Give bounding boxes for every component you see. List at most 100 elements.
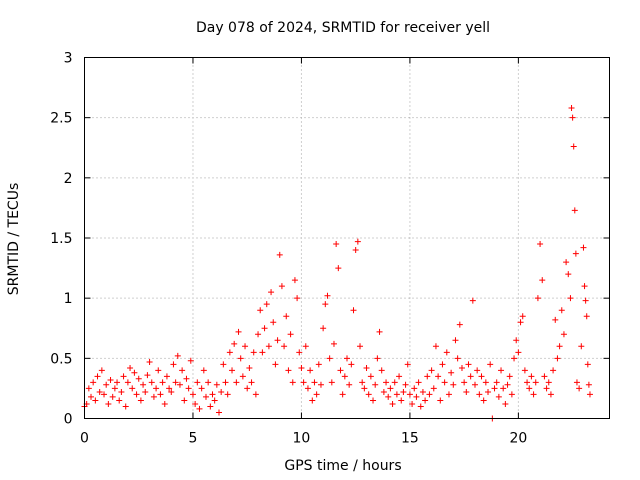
data-point xyxy=(150,393,157,400)
x-axis-label: GPS time / hours xyxy=(284,458,401,474)
x-tick-label: 0 xyxy=(80,431,89,447)
data-point xyxy=(146,358,153,365)
data-point xyxy=(200,367,207,374)
data-point xyxy=(565,271,572,278)
data-point xyxy=(287,331,294,338)
data-point xyxy=(183,375,190,382)
data-point xyxy=(528,373,535,380)
data-point xyxy=(417,403,424,410)
data-point xyxy=(422,397,429,404)
data-point xyxy=(393,391,400,398)
data-point xyxy=(448,369,455,376)
data-point xyxy=(458,364,465,371)
data-point xyxy=(519,313,526,320)
data-point xyxy=(122,403,129,410)
data-point xyxy=(330,340,337,347)
data-point xyxy=(437,397,444,404)
data-point xyxy=(272,361,279,368)
data-point xyxy=(430,385,437,392)
data-point xyxy=(398,397,405,404)
data-point xyxy=(231,340,238,347)
data-point xyxy=(133,391,140,398)
plot-frame xyxy=(84,57,610,419)
data-point xyxy=(493,379,500,386)
data-point xyxy=(524,379,531,386)
data-point xyxy=(487,361,494,368)
data-point xyxy=(88,393,95,400)
data-point xyxy=(469,297,476,304)
data-point xyxy=(435,373,442,380)
data-point xyxy=(443,349,450,356)
data-point xyxy=(116,397,123,404)
data-point xyxy=(576,385,583,392)
data-point xyxy=(185,385,192,392)
data-point xyxy=(291,277,298,284)
data-point xyxy=(135,375,142,382)
data-point xyxy=(218,389,225,396)
data-point xyxy=(326,355,333,362)
data-point xyxy=(103,381,110,388)
data-point xyxy=(344,355,350,362)
data-point xyxy=(320,325,327,332)
data-points xyxy=(81,105,593,422)
data-point xyxy=(352,247,359,254)
data-point xyxy=(255,331,262,338)
data-point xyxy=(504,381,511,388)
data-point xyxy=(131,369,138,376)
data-point xyxy=(361,385,368,392)
data-point xyxy=(485,389,492,396)
data-point xyxy=(242,343,249,350)
data-point xyxy=(220,361,227,368)
data-point xyxy=(439,361,446,368)
data-point xyxy=(404,361,411,368)
data-point xyxy=(189,391,196,398)
data-point xyxy=(111,385,118,392)
data-point xyxy=(550,367,557,374)
data-point xyxy=(348,361,355,368)
data-point xyxy=(205,379,212,386)
data-point xyxy=(346,381,353,388)
data-point xyxy=(107,376,114,383)
data-point xyxy=(144,372,151,379)
data-point xyxy=(582,297,589,304)
data-point xyxy=(585,381,592,388)
data-point xyxy=(263,301,270,308)
data-point xyxy=(161,401,168,408)
data-point xyxy=(506,373,513,380)
data-point xyxy=(153,385,160,392)
data-point xyxy=(216,409,223,416)
data-point xyxy=(170,361,177,368)
data-point xyxy=(513,337,520,344)
data-point xyxy=(90,379,97,386)
data-point xyxy=(324,292,331,299)
y-tick-label: 2.5 xyxy=(50,111,72,127)
data-point xyxy=(461,379,468,386)
data-point xyxy=(196,405,203,412)
data-point xyxy=(370,397,377,404)
data-point xyxy=(406,391,413,398)
data-point xyxy=(445,391,452,398)
data-point xyxy=(187,357,194,364)
data-point xyxy=(148,379,155,386)
data-point xyxy=(142,389,149,396)
data-point xyxy=(118,389,125,396)
gridlines xyxy=(84,57,610,419)
data-point xyxy=(391,379,398,386)
data-point xyxy=(376,328,383,335)
data-point xyxy=(155,367,162,374)
data-point xyxy=(545,379,552,386)
chart-title: Day 078 of 2024, SRMTID for receiver yel… xyxy=(196,20,490,36)
data-point xyxy=(317,381,324,388)
data-point xyxy=(530,391,537,398)
data-point xyxy=(289,379,296,386)
data-point xyxy=(207,403,214,410)
data-point xyxy=(237,355,244,362)
data-point xyxy=(211,397,218,404)
data-point xyxy=(350,307,357,314)
data-point xyxy=(467,373,474,380)
data-point xyxy=(179,367,186,374)
data-point xyxy=(402,381,409,388)
data-point xyxy=(313,391,320,398)
data-point xyxy=(224,391,231,398)
